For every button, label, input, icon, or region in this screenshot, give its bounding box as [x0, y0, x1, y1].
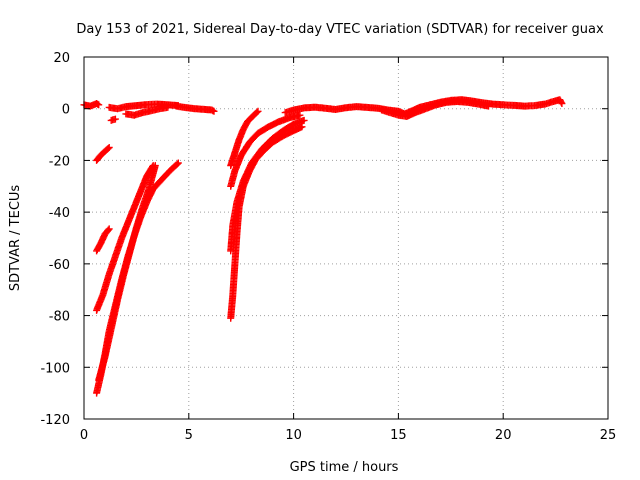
x-tick-label: 15 [390, 428, 407, 443]
data-point [149, 162, 157, 170]
y-tick-label: -120 [40, 413, 70, 428]
y-axis-label: SDTVAR / TECUs [8, 185, 23, 292]
chart-title: Day 153 of 2021, Sidereal Day-to-day VTE… [76, 22, 604, 37]
x-axis-label: GPS time / hours [290, 460, 399, 475]
data-point [254, 107, 262, 115]
data-point [104, 145, 112, 152]
y-tick-label: -100 [40, 361, 70, 376]
series-pass-D [227, 107, 308, 322]
data-point [485, 102, 492, 110]
data-point [111, 115, 119, 123]
data-point [164, 103, 172, 111]
x-tick-label: 20 [495, 428, 512, 443]
y-tick-label: -80 [49, 310, 70, 325]
x-tick-label: 25 [600, 428, 617, 443]
series-pass-C [93, 159, 182, 397]
y-tick-label: -60 [49, 258, 70, 273]
y-tick-label: 0 [62, 103, 70, 118]
series-pass-B [93, 115, 119, 255]
data-point [174, 159, 182, 167]
data-point [253, 108, 261, 116]
data-point [300, 116, 308, 124]
data-point [558, 100, 566, 107]
y-tick-labels: -120 -100 -80 -60 -40 -20 0 20 [40, 51, 70, 428]
data-point [296, 111, 304, 119]
data-point [105, 144, 113, 151]
data-point [210, 107, 218, 115]
axis-ticks [83, 56, 609, 420]
y-tick-label: -20 [49, 154, 70, 169]
x-tick-label: 10 [285, 428, 302, 443]
y-tick-label: -40 [49, 206, 70, 221]
series-pass-E [281, 96, 566, 120]
x-tick-label: 0 [80, 428, 88, 443]
data-point [173, 160, 181, 168]
data-point [104, 226, 112, 234]
data-point [105, 225, 113, 233]
data-points [80, 96, 566, 397]
y-tick-label: 20 [53, 51, 70, 66]
data-point [95, 101, 103, 109]
plot-frame [83, 56, 609, 420]
series-pass-A [80, 100, 218, 119]
x-tick-labels: 0 5 10 15 20 25 [80, 428, 616, 443]
x-tick-label: 5 [185, 428, 193, 443]
